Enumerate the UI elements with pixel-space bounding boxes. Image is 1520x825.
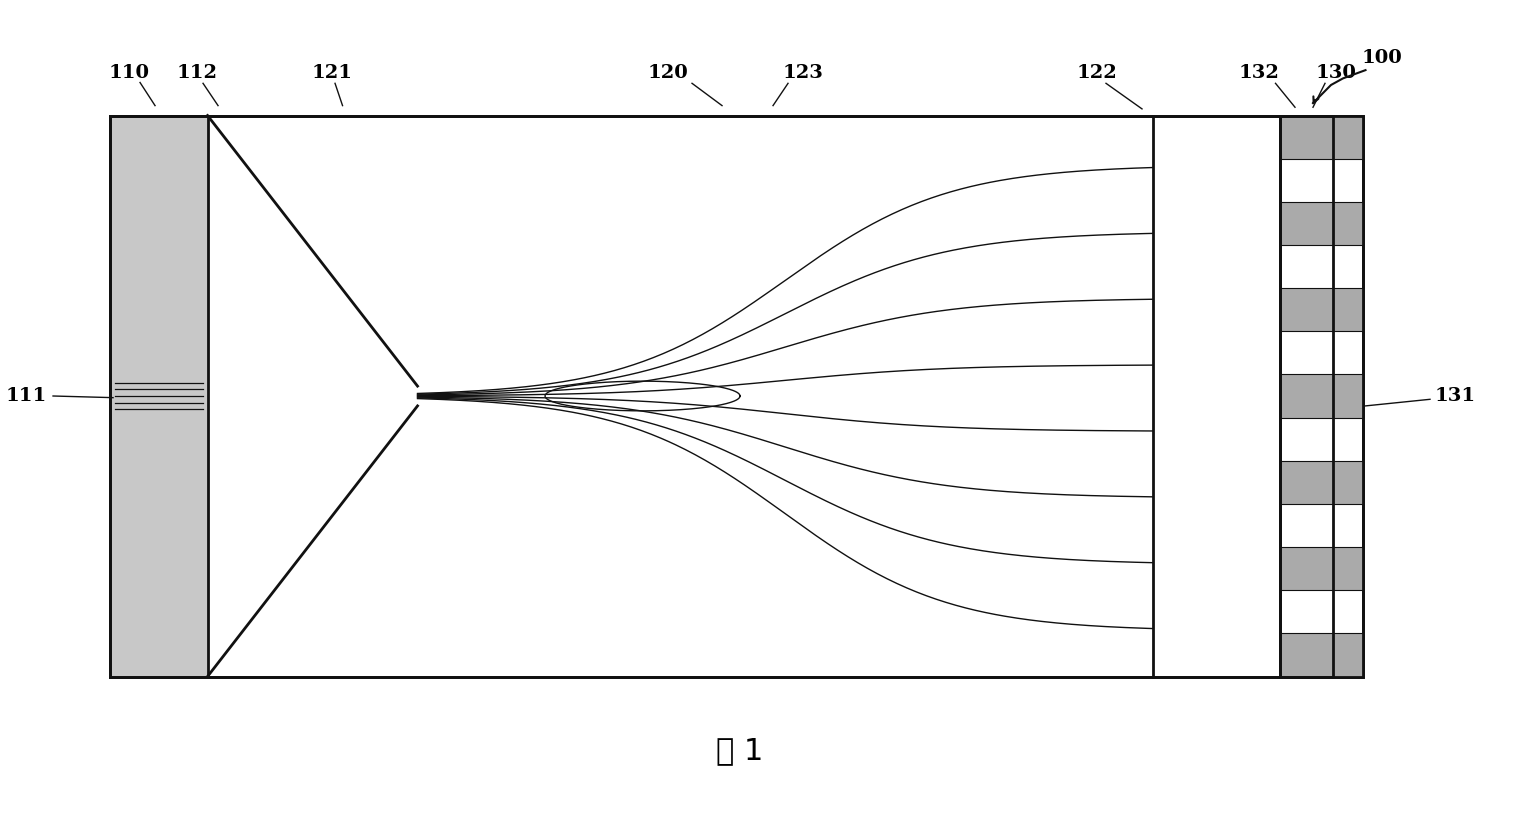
Text: 123: 123	[783, 64, 824, 82]
Bar	[1280, 116, 1362, 158]
Text: 122: 122	[1076, 64, 1117, 82]
Text: 112: 112	[176, 64, 217, 82]
Bar	[1280, 460, 1362, 504]
Text: 100: 100	[1362, 49, 1403, 67]
Bar	[1280, 202, 1362, 245]
Text: 121: 121	[312, 64, 353, 82]
Text: 130: 130	[1315, 64, 1356, 82]
Text: 110: 110	[109, 64, 150, 82]
Bar	[1280, 116, 1362, 676]
Text: 111: 111	[6, 387, 47, 405]
Bar	[109, 116, 208, 676]
Text: 131: 131	[1435, 387, 1476, 405]
Text: 图 1: 图 1	[716, 736, 763, 766]
Text: 132: 132	[1239, 64, 1280, 82]
Bar	[1280, 375, 1362, 417]
Bar	[1280, 288, 1362, 332]
Bar	[109, 116, 1333, 676]
Bar	[1280, 634, 1362, 676]
Bar	[1280, 116, 1362, 676]
Bar	[1280, 547, 1362, 590]
Bar	[109, 116, 1333, 676]
Text: 120: 120	[648, 64, 689, 82]
